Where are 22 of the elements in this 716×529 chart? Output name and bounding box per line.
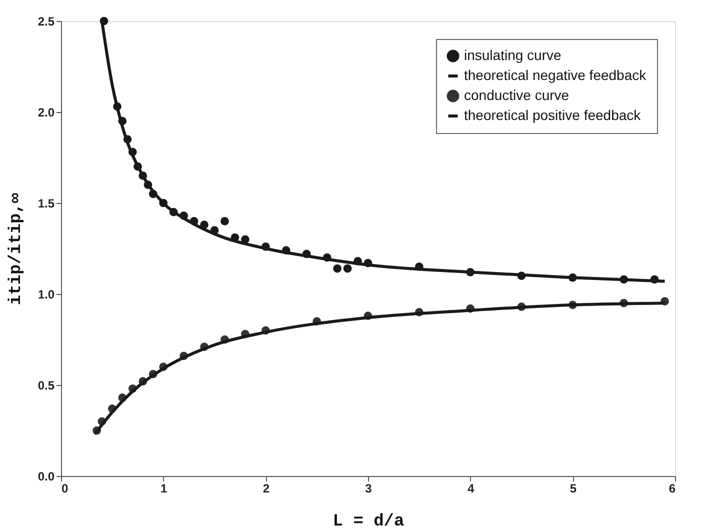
y-tick-label: 1.0	[38, 288, 55, 302]
y-tick-label: 2.5	[38, 14, 55, 28]
x-axis-title: L = d/a	[332, 512, 404, 529]
y-tick-label: 1.5	[38, 196, 55, 210]
point	[343, 264, 352, 273]
x-tick-label: 3	[365, 482, 372, 496]
y-tick-label: 0.5	[38, 378, 55, 392]
x-tick-label: 6	[668, 482, 676, 496]
legend-label: insulating curve	[464, 47, 562, 63]
x-tick-label: 5	[570, 482, 577, 496]
y-tick-label: 0.0	[38, 470, 55, 484]
point	[220, 217, 229, 226]
y-tick-label: 2.0	[38, 106, 55, 120]
x-tick-label: 0	[62, 482, 68, 496]
y-axis-title: itip/itip,∞	[6, 192, 26, 306]
legend-label: theoretical negative feedback	[464, 67, 648, 83]
x-tick-label: 2	[262, 482, 270, 496]
x-tick-label: 1	[160, 482, 168, 496]
point	[333, 264, 342, 273]
x-tick-label: 4	[467, 482, 474, 496]
legend-label: theoretical positive feedback	[464, 107, 642, 123]
legend-label: conductive curve	[464, 87, 570, 103]
